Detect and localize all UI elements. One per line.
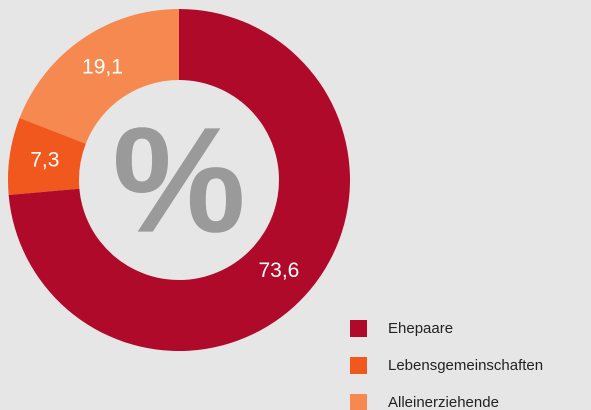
value-label: 7,3	[30, 148, 59, 171]
value-label: 19,1	[82, 56, 123, 79]
center-label: %	[112, 96, 245, 264]
legend-label: Lebensgemeinschaften	[388, 357, 543, 374]
legend-swatch	[350, 357, 367, 374]
legend-swatch	[350, 320, 367, 337]
legend-label: Alleinerziehende	[388, 394, 499, 410]
donut-segment	[7, 118, 86, 196]
value-label: 73,6	[258, 259, 299, 282]
legend-label: Ehepaare	[388, 320, 453, 337]
donut-segment	[19, 9, 179, 144]
donut-segment	[8, 9, 350, 352]
legend-swatch	[350, 394, 367, 410]
